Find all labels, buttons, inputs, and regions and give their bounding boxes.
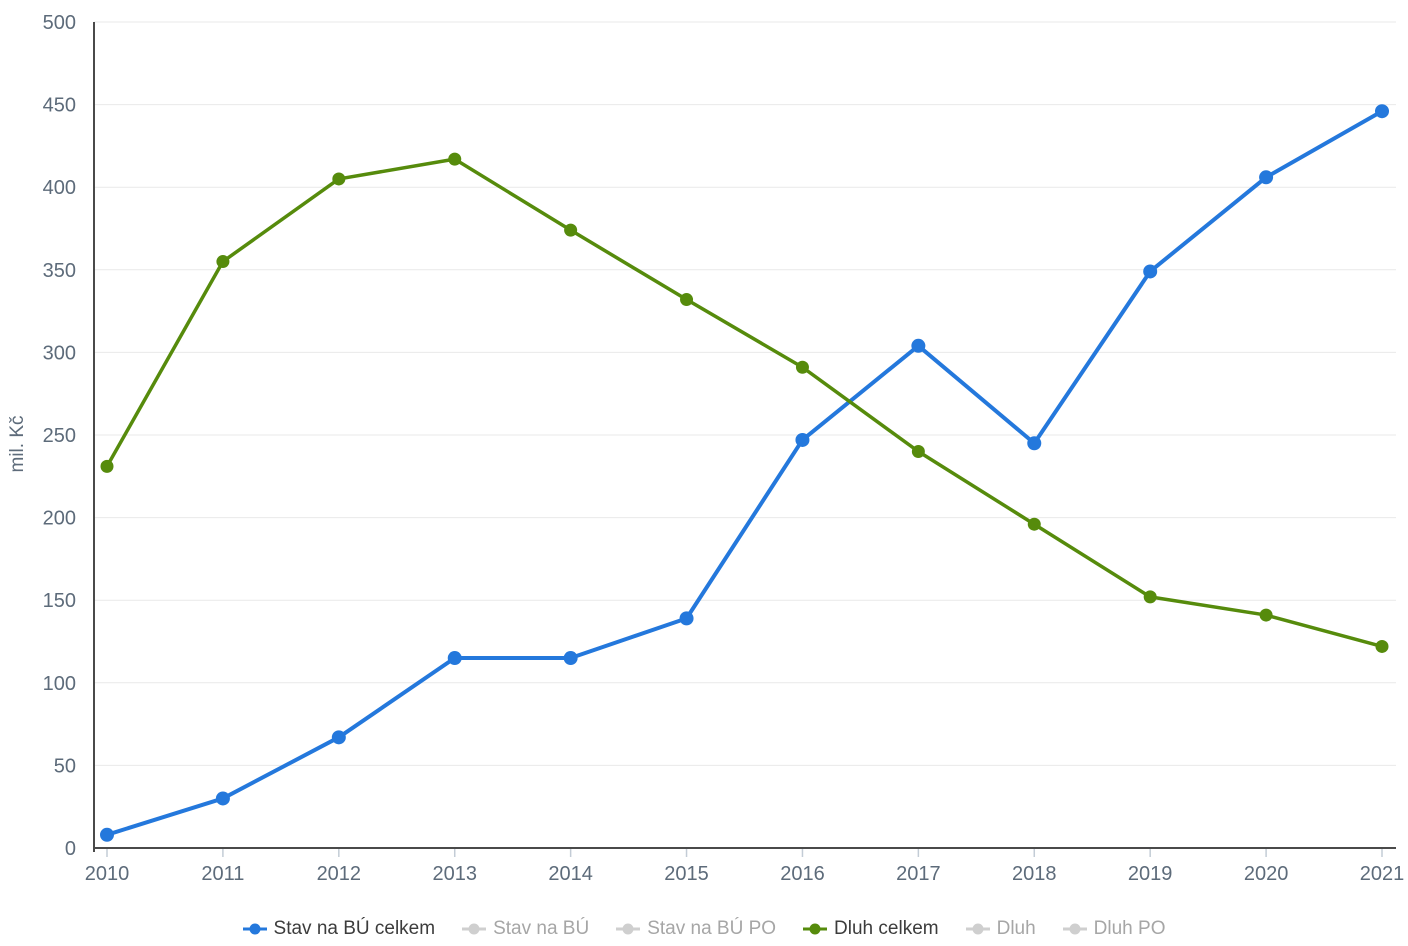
data-point-dluh-celkem-2010[interactable] bbox=[100, 459, 114, 473]
x-axis-label: 2014 bbox=[548, 863, 593, 885]
x-axis-label: 2012 bbox=[317, 863, 362, 885]
x-axis-label: 2016 bbox=[780, 863, 825, 885]
data-point-stav-na-b-celkem-2012[interactable] bbox=[331, 730, 346, 745]
legend-marker-icon bbox=[1062, 923, 1087, 935]
data-point-dluh-celkem-2016[interactable] bbox=[795, 360, 809, 374]
y-axis-label: 150 bbox=[43, 590, 76, 612]
y-axis-label: 250 bbox=[43, 425, 76, 447]
legend-label: Dluh bbox=[996, 918, 1036, 939]
y-axis-label: 300 bbox=[43, 342, 76, 364]
data-point-dluh-celkem-2019[interactable] bbox=[1143, 590, 1157, 604]
series-line-dluh-celkem bbox=[105, 157, 1384, 649]
series-line-stav-na-b-celkem bbox=[105, 109, 1384, 837]
data-point-stav-na-b-celkem-2011[interactable] bbox=[215, 791, 230, 806]
data-point-stav-na-b-celkem-2016[interactable] bbox=[795, 432, 810, 447]
legend-item-dluh-po[interactable]: Dluh PO bbox=[1062, 918, 1166, 940]
y-axis-title: mil. Kč bbox=[7, 415, 28, 473]
x-axis-label: 2017 bbox=[896, 863, 941, 885]
x-axis-label: 2019 bbox=[1128, 863, 1173, 885]
y-axis-label: 500 bbox=[43, 12, 76, 34]
x-axis-label: 2015 bbox=[664, 863, 709, 885]
data-point-dluh-celkem-2018[interactable] bbox=[1027, 517, 1041, 531]
y-axis-label: 450 bbox=[43, 95, 76, 117]
data-point-stav-na-b-celkem-2017[interactable] bbox=[911, 338, 926, 353]
data-point-dluh-celkem-2011[interactable] bbox=[216, 255, 230, 269]
y-axis-label: 400 bbox=[43, 177, 76, 199]
legend-marker-icon bbox=[803, 923, 828, 935]
legend-label: Dluh celkem bbox=[834, 918, 939, 939]
legend-label: Stav na BÚ PO bbox=[647, 918, 777, 939]
data-point-dluh-celkem-2013[interactable] bbox=[448, 152, 462, 166]
legend-label: Stav na BÚ bbox=[493, 918, 590, 939]
y-axis-label: 0 bbox=[65, 838, 76, 860]
data-point-stav-na-b-celkem-2013[interactable] bbox=[447, 651, 462, 666]
data-point-dluh-celkem-2021[interactable] bbox=[1375, 639, 1389, 653]
legend-label: Dluh PO bbox=[1093, 918, 1166, 939]
data-point-stav-na-b-celkem-2020[interactable] bbox=[1259, 170, 1274, 185]
y-axis-label: 200 bbox=[43, 508, 76, 530]
x-axis-label: 2013 bbox=[432, 863, 477, 885]
legend-item-stav-na-b[interactable]: Stav na BÚ bbox=[462, 918, 589, 940]
y-axis-label: 100 bbox=[43, 673, 76, 695]
legend-marker-icon bbox=[616, 923, 641, 935]
x-axis-label: 2021 bbox=[1360, 863, 1405, 885]
x-axis-label: 2018 bbox=[1012, 863, 1057, 885]
data-point-stav-na-b-celkem-2019[interactable] bbox=[1143, 264, 1158, 279]
data-point-dluh-celkem-2015[interactable] bbox=[680, 293, 694, 307]
legend-item-stav-na-b-po[interactable]: Stav na BÚ PO bbox=[616, 918, 776, 940]
chart-legend: Stav na BÚ celkem Stav na BÚ Stav na BÚ PO… bbox=[0, 918, 1408, 940]
data-point-dluh-celkem-2017[interactable] bbox=[911, 445, 925, 459]
data-point-stav-na-b-celkem-2021[interactable] bbox=[1375, 104, 1389, 119]
data-point-stav-na-b-celkem-2010[interactable] bbox=[100, 827, 114, 842]
x-axis-label: 2020 bbox=[1244, 863, 1289, 885]
x-axis-label: 2011 bbox=[201, 863, 244, 885]
legend-item-dluh[interactable]: Dluh bbox=[965, 918, 1036, 940]
y-axis-label: 50 bbox=[54, 755, 76, 777]
legend-label: Stav na BÚ celkem bbox=[273, 918, 436, 939]
data-point-dluh-celkem-2012[interactable] bbox=[332, 172, 346, 186]
x-axis-label: 2010 bbox=[85, 863, 130, 885]
legend-marker-icon bbox=[462, 923, 487, 935]
legend-marker-icon bbox=[965, 923, 990, 935]
y-axis-label: 350 bbox=[43, 260, 76, 282]
legend-marker-icon bbox=[242, 923, 267, 935]
legend-item-stav-na-b-celkem[interactable]: Stav na BÚ celkem bbox=[242, 918, 436, 940]
data-point-stav-na-b-celkem-2014[interactable] bbox=[563, 651, 578, 666]
data-point-stav-na-b-celkem-2018[interactable] bbox=[1027, 436, 1042, 451]
data-point-dluh-celkem-2014[interactable] bbox=[564, 223, 578, 237]
legend-item-dluh-celkem[interactable]: Dluh celkem bbox=[803, 918, 939, 940]
data-point-stav-na-b-celkem-2015[interactable] bbox=[679, 611, 694, 626]
data-point-dluh-celkem-2020[interactable] bbox=[1259, 608, 1273, 622]
